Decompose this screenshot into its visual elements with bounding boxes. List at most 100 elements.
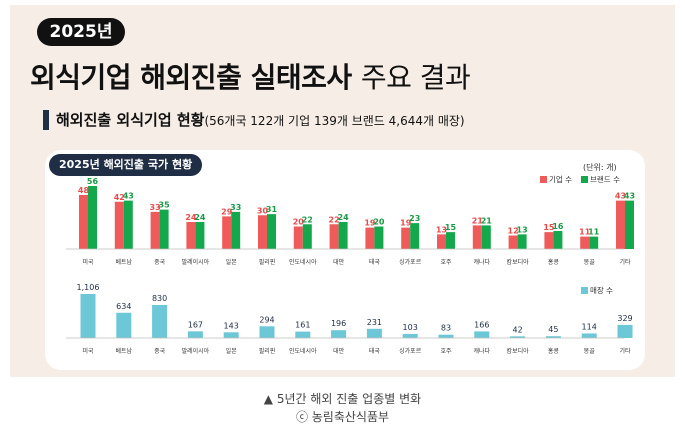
label-companies-6: 20: [293, 218, 305, 227]
category-label-top-12: 캄보디아: [507, 258, 530, 266]
bar-brands-3: [195, 222, 205, 249]
category-label-bottom-9: 싱가포르: [399, 347, 422, 355]
label-stores-5: 294: [259, 315, 274, 324]
label-brands-9: 23: [409, 214, 420, 223]
bar-companies-10: [437, 234, 446, 249]
category-label-bottom-6: 인도네시아: [289, 347, 317, 355]
bar-stores-5: [259, 326, 275, 338]
category-label-bottom-13: 홍콩: [548, 347, 560, 355]
bar-companies-8: [365, 227, 375, 249]
legend-stores: 매장 수: [581, 285, 613, 296]
category-label-bottom-5: 필리핀: [259, 347, 276, 355]
bar-brands-6: [302, 224, 312, 249]
category-label-top-15: 기타: [619, 258, 631, 266]
bar-brands-12: [517, 234, 527, 249]
bar-brands-2: [159, 209, 169, 249]
bar-stores-12: [510, 336, 526, 338]
label-stores-6: 161: [295, 321, 310, 330]
category-label-top-8: 태국: [369, 258, 381, 266]
label-companies-12: 12: [508, 227, 519, 236]
label-brands-15: 43: [624, 192, 635, 201]
category-label-bottom-2: 중국: [154, 348, 166, 355]
bar-companies-4: [222, 216, 232, 249]
headline-bold: 외식기업 해외진출 실태조사: [30, 61, 352, 94]
subtitle-marker: [43, 110, 49, 130]
bar-companies-14: [580, 236, 590, 249]
label-companies-13: 15: [543, 223, 555, 232]
label-stores-13: 45: [548, 325, 558, 334]
label-companies-14: 11: [579, 228, 591, 237]
bar-stores-13: [545, 336, 561, 338]
category-label-bottom-3: 말레이시아: [182, 347, 210, 355]
category-label-top-4: 일본: [226, 258, 238, 266]
legend-brands: 브랜드 수: [581, 174, 620, 185]
bar-brands-14: [589, 236, 599, 249]
headline: 외식기업 해외진출 실태조사 주요 결과: [30, 56, 471, 96]
bar-stores-2: [152, 304, 168, 338]
label-stores-11: 166: [474, 320, 489, 329]
category-label-bottom-4: 일본: [226, 347, 238, 355]
bar-stores-0: [80, 294, 96, 338]
caption-line2: ⓒ 농림축산식품부: [295, 410, 390, 424]
category-label-top-0: 미국: [82, 258, 94, 266]
label-stores-3: 167: [188, 320, 203, 329]
bar-companies-1: [114, 201, 124, 249]
bar-companies-13: [544, 232, 554, 249]
legend-companies: 기업 수: [540, 174, 572, 185]
category-label-top-6: 인도네시아: [289, 258, 317, 266]
label-brands-0: 56: [87, 177, 99, 186]
label-companies-15: 43: [615, 192, 626, 201]
bar-companies-6: [293, 226, 303, 249]
legend-stores-label: 매장 수: [590, 286, 614, 295]
legend-brands-swatch: [581, 176, 588, 183]
label-stores-1: 634: [116, 302, 131, 311]
bar-companies-3: [186, 222, 196, 249]
category-label-top-1: 베트남: [116, 258, 133, 266]
category-label-bottom-12: 캄보디아: [507, 347, 530, 355]
bar-companies-5: [258, 215, 267, 249]
label-companies-7: 22: [329, 215, 340, 224]
category-label-bottom-8: 태국: [369, 347, 381, 355]
bar-stores-9: [402, 333, 418, 338]
category-label-bottom-7: 대만: [333, 347, 345, 355]
bar-companies-0: [79, 195, 88, 249]
bar-stores-8: [366, 328, 382, 338]
label-companies-9: 19: [400, 219, 412, 228]
subtitle-note: (56개국 122개 기업 139개 브랜드 4,644개 매장): [204, 114, 465, 128]
legend-brands-label: 브랜드 수: [590, 175, 620, 184]
chart-card-title: 2025년 해외진출 국가 현황: [49, 154, 203, 176]
category-label-top-5: 필리핀: [259, 258, 276, 266]
bar-stores-11: [474, 331, 490, 338]
bar-brands-11: [481, 225, 491, 249]
label-stores-0: 1,106: [77, 283, 100, 292]
label-stores-12: 42: [513, 325, 523, 334]
bar-companies-15: [616, 200, 625, 249]
unit-label: (단위: 개): [583, 163, 617, 172]
category-label-bottom-15: 기타: [619, 347, 631, 355]
label-brands-12: 13: [517, 225, 528, 234]
category-label-top-14: 몽골: [584, 259, 596, 266]
label-companies-2: 33: [150, 203, 161, 212]
bar-companies-7: [329, 224, 339, 249]
label-brands-14: 11: [588, 228, 600, 237]
bar-brands-7: [338, 222, 348, 249]
label-companies-3: 24: [185, 213, 197, 222]
label-stores-4: 143: [224, 321, 239, 330]
label-brands-10: 15: [445, 223, 457, 232]
category-label-top-7: 대만: [333, 258, 345, 266]
label-brands-2: 35: [159, 201, 171, 210]
subtitle-strong: 해외진출 외식기업 현황: [56, 111, 205, 129]
label-stores-7: 196: [331, 319, 346, 328]
bar-brands-13: [553, 231, 563, 249]
caption-line1: ▲ 5년간 해외 진출 업종별 변화: [263, 392, 422, 406]
label-stores-14: 114: [582, 322, 597, 331]
bar-companies-2: [150, 211, 160, 249]
bar-companies-11: [472, 225, 482, 249]
bar-brands-8: [374, 226, 384, 249]
bar-companies-9: [401, 227, 411, 249]
bar-stores-6: [295, 331, 311, 338]
label-brands-8: 20: [373, 218, 385, 227]
category-label-top-9: 싱가포르: [399, 258, 422, 266]
label-brands-13: 16: [552, 222, 564, 231]
